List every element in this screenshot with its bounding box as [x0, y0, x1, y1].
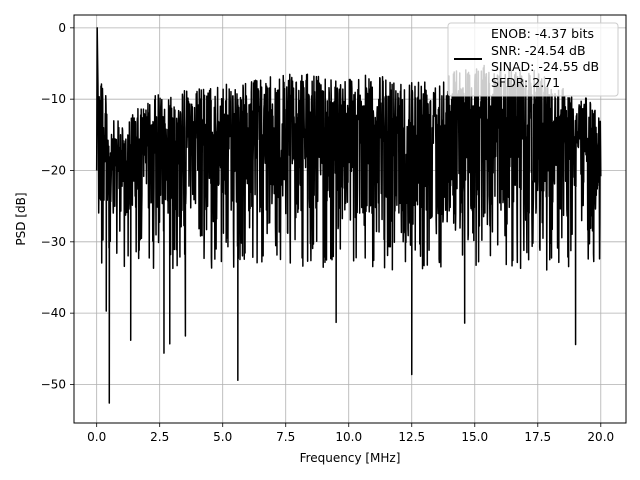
x-tick-label: 7.5 [276, 430, 295, 444]
plot-frame [73, 14, 627, 424]
x-tick-label: 12.5 [398, 430, 425, 444]
legend-sfdr: SFDR: 2.71 [491, 75, 560, 90]
y-tick-label: −30 [41, 235, 66, 249]
y-tick-label: 0 [58, 21, 66, 35]
series-group [95, 27, 602, 404]
x-tick-label: 2.5 [150, 430, 169, 444]
y-tick-label: −20 [41, 163, 66, 177]
x-tick-label: 17.5 [524, 430, 551, 444]
legend-box [447, 22, 619, 97]
y-axis: 0 −10 −20 −30 −40 −50 [41, 21, 74, 391]
y-tick-label: −10 [41, 92, 66, 106]
x-axis: 0.0 2.5 5.0 7.5 10.0 12.5 15.0 17.5 20.0 [87, 423, 614, 444]
legend-snr: SNR: -24.54 dB [491, 43, 586, 58]
x-tick-label: 15.0 [461, 430, 488, 444]
legend-sinad: SINAD: -24.55 dB [491, 59, 599, 74]
legend-enob: ENOB: -4.37 bits [491, 26, 594, 41]
x-tick-label: 0.0 [87, 430, 106, 444]
y-tick-label: −40 [41, 306, 66, 320]
x-tick-label: 10.0 [335, 430, 362, 444]
y-tick-label: −50 [41, 377, 66, 391]
y-axis-label: PSD [dB] [14, 192, 28, 245]
x-tick-label: 5.0 [213, 430, 232, 444]
x-tick-label: 20.0 [587, 430, 614, 444]
psd-series-line [95, 27, 602, 404]
legend: ENOB: -4.37 bits SNR: -24.54 dB SINAD: -… [447, 22, 619, 97]
x-axis-label: Frequency [MHz] [300, 451, 401, 465]
